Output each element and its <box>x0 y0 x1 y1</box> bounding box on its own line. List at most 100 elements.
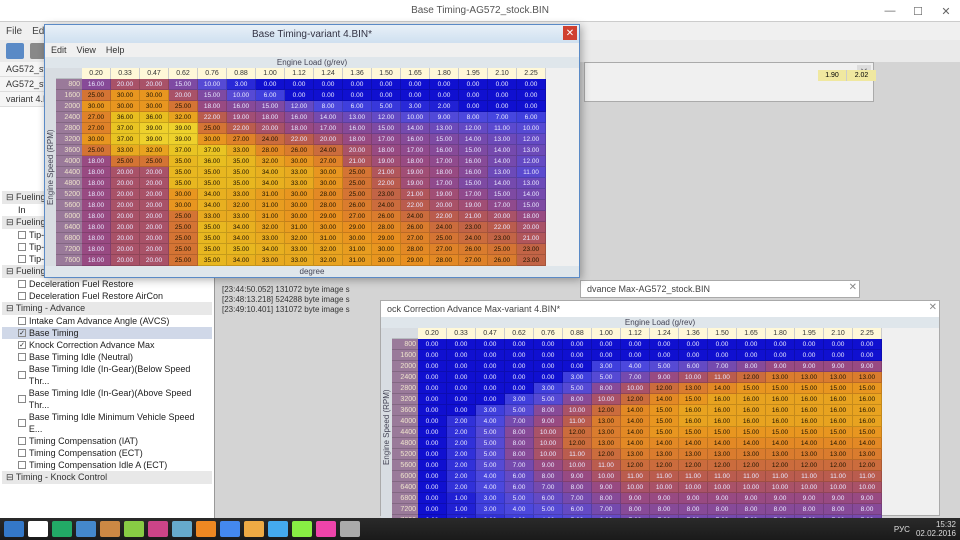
grid-cell[interactable]: 33.00 <box>198 211 227 222</box>
grid-cell[interactable]: 27.00 <box>459 255 488 266</box>
grid-cell[interactable]: 0.00 <box>650 339 679 350</box>
grid-cell[interactable]: 32.00 <box>314 244 343 255</box>
grid-cell[interactable]: 12.00 <box>621 394 650 405</box>
grid-cell[interactable]: 0.00 <box>418 449 447 460</box>
grid-cell[interactable]: 3.00 <box>534 383 563 394</box>
grid-cell[interactable]: 17.00 <box>488 200 517 211</box>
grid-cell[interactable]: 17.00 <box>459 189 488 200</box>
grid-cell[interactable]: 15.00 <box>679 427 708 438</box>
grid-cell[interactable]: 0.00 <box>401 90 430 101</box>
grid-cell[interactable]: 8.00 <box>679 504 708 515</box>
grid-cell[interactable]: 35.00 <box>227 244 256 255</box>
grid-cell[interactable]: 39.00 <box>140 134 169 145</box>
grid-cell[interactable]: 12.00 <box>372 112 401 123</box>
menu-view[interactable]: View <box>77 45 96 55</box>
grid-cell[interactable]: 15.00 <box>459 178 488 189</box>
grid-cell[interactable]: 14.00 <box>488 156 517 167</box>
grid-cell[interactable]: 0.00 <box>517 90 546 101</box>
grid-cell[interactable]: 20.00 <box>140 255 169 266</box>
grid-cell[interactable]: 0.00 <box>505 383 534 394</box>
grid-cell[interactable]: 16.00 <box>459 167 488 178</box>
grid-cell[interactable]: 0.00 <box>285 79 314 90</box>
grid-cell[interactable]: 13.00 <box>592 438 621 449</box>
grid-cell[interactable]: 0.00 <box>488 90 517 101</box>
menu-edit[interactable]: Edit <box>51 45 67 55</box>
grid-cell[interactable]: 8.00 <box>505 449 534 460</box>
grid-cell[interactable]: 0.00 <box>679 339 708 350</box>
grid-cell[interactable]: 27.00 <box>82 123 111 134</box>
grid-cell[interactable]: 34.00 <box>227 222 256 233</box>
grid-cell[interactable]: 32.00 <box>256 156 285 167</box>
grid-cell[interactable]: 25.00 <box>198 123 227 134</box>
grid-cell[interactable]: 28.00 <box>372 222 401 233</box>
grid-cell[interactable]: 24.00 <box>256 134 285 145</box>
grid-cell[interactable]: 0.00 <box>476 361 505 372</box>
grid-cell[interactable]: 24.00 <box>314 145 343 156</box>
grid-cell[interactable]: 35.00 <box>169 156 198 167</box>
grid-cell[interactable]: 10.00 <box>534 438 563 449</box>
grid-cell[interactable]: 0.00 <box>621 339 650 350</box>
grid-cell[interactable]: 10.00 <box>679 372 708 383</box>
close-icon[interactable]: ✕ <box>849 282 857 293</box>
grid-cell[interactable]: 30.00 <box>343 233 372 244</box>
grid-cell[interactable]: 32.00 <box>314 255 343 266</box>
grid-cell[interactable]: 18.00 <box>285 123 314 134</box>
grid-cell[interactable]: 30.00 <box>372 255 401 266</box>
grid-cell[interactable]: 0.00 <box>534 339 563 350</box>
grid-cell[interactable]: 35.00 <box>198 178 227 189</box>
grid-cell[interactable]: 12.00 <box>563 438 592 449</box>
grid-cell[interactable]: 13.00 <box>824 372 853 383</box>
grid-cell[interactable]: 30.00 <box>372 244 401 255</box>
grid-cell[interactable]: 12.00 <box>737 372 766 383</box>
grid-cell[interactable]: 37.00 <box>198 145 227 156</box>
grid-cell[interactable]: 10.00 <box>679 482 708 493</box>
grid-cell[interactable]: 23.00 <box>517 255 546 266</box>
grid-cell[interactable]: 14.00 <box>621 405 650 416</box>
grid-cell[interactable]: 16.00 <box>824 394 853 405</box>
grid-cell[interactable]: 9.00 <box>592 482 621 493</box>
grid-cell[interactable]: 9.00 <box>795 361 824 372</box>
grid-cell[interactable]: 27.00 <box>401 233 430 244</box>
grid-cell[interactable]: 0.00 <box>563 350 592 361</box>
grid-cell[interactable]: 20.00 <box>314 134 343 145</box>
grid-cell[interactable]: 10.00 <box>227 90 256 101</box>
grid-cell[interactable]: 0.00 <box>534 372 563 383</box>
taskbar-app-icon[interactable] <box>340 521 360 537</box>
grid-cell[interactable]: 0.00 <box>418 405 447 416</box>
grid-cell[interactable]: 30.00 <box>169 189 198 200</box>
grid-cell[interactable]: 0.00 <box>621 350 650 361</box>
grid-cell[interactable]: 0.00 <box>853 350 882 361</box>
grid-cell[interactable]: 22.00 <box>430 211 459 222</box>
grid-cell[interactable]: 18.00 <box>82 178 111 189</box>
grid-cell[interactable]: 8.00 <box>592 493 621 504</box>
grid-cell[interactable]: 15.00 <box>766 427 795 438</box>
grid-cell[interactable]: 14.00 <box>314 112 343 123</box>
grid-cell[interactable]: 7.00 <box>488 112 517 123</box>
grid-cell[interactable]: 16.00 <box>766 394 795 405</box>
grid-cell[interactable]: 31.00 <box>256 211 285 222</box>
grid-cell[interactable]: 10.00 <box>766 482 795 493</box>
grid-cell[interactable]: 12.00 <box>853 460 882 471</box>
grid-cell[interactable]: 21.00 <box>372 167 401 178</box>
grid-cell[interactable]: 13.00 <box>592 427 621 438</box>
grid-cell[interactable]: 0.00 <box>476 372 505 383</box>
grid-cell[interactable]: 25.00 <box>343 167 372 178</box>
grid-cell[interactable]: 0.00 <box>459 79 488 90</box>
grid-cell[interactable]: 20.00 <box>140 189 169 200</box>
grid-cell[interactable]: 39.00 <box>140 123 169 134</box>
grid-cell[interactable]: 13.00 <box>795 449 824 460</box>
grid-cell[interactable]: 0.00 <box>708 350 737 361</box>
grid-cell[interactable]: 9.00 <box>430 112 459 123</box>
grid-cell[interactable]: 8.00 <box>766 504 795 515</box>
grid-cell[interactable]: 20.00 <box>111 189 140 200</box>
grid-cell[interactable]: 12.00 <box>517 156 546 167</box>
grid-cell[interactable]: 22.00 <box>198 112 227 123</box>
grid-cell[interactable]: 25.00 <box>169 101 198 112</box>
grid-cell[interactable]: 28.00 <box>430 255 459 266</box>
grid-cell[interactable]: 3.00 <box>227 79 256 90</box>
grid-cell[interactable]: 30.00 <box>111 101 140 112</box>
grid-cell[interactable]: 15.00 <box>198 90 227 101</box>
grid-cell[interactable]: 15.00 <box>853 383 882 394</box>
grid-cell[interactable]: 2.00 <box>447 449 476 460</box>
grid-cell[interactable]: 19.00 <box>372 156 401 167</box>
